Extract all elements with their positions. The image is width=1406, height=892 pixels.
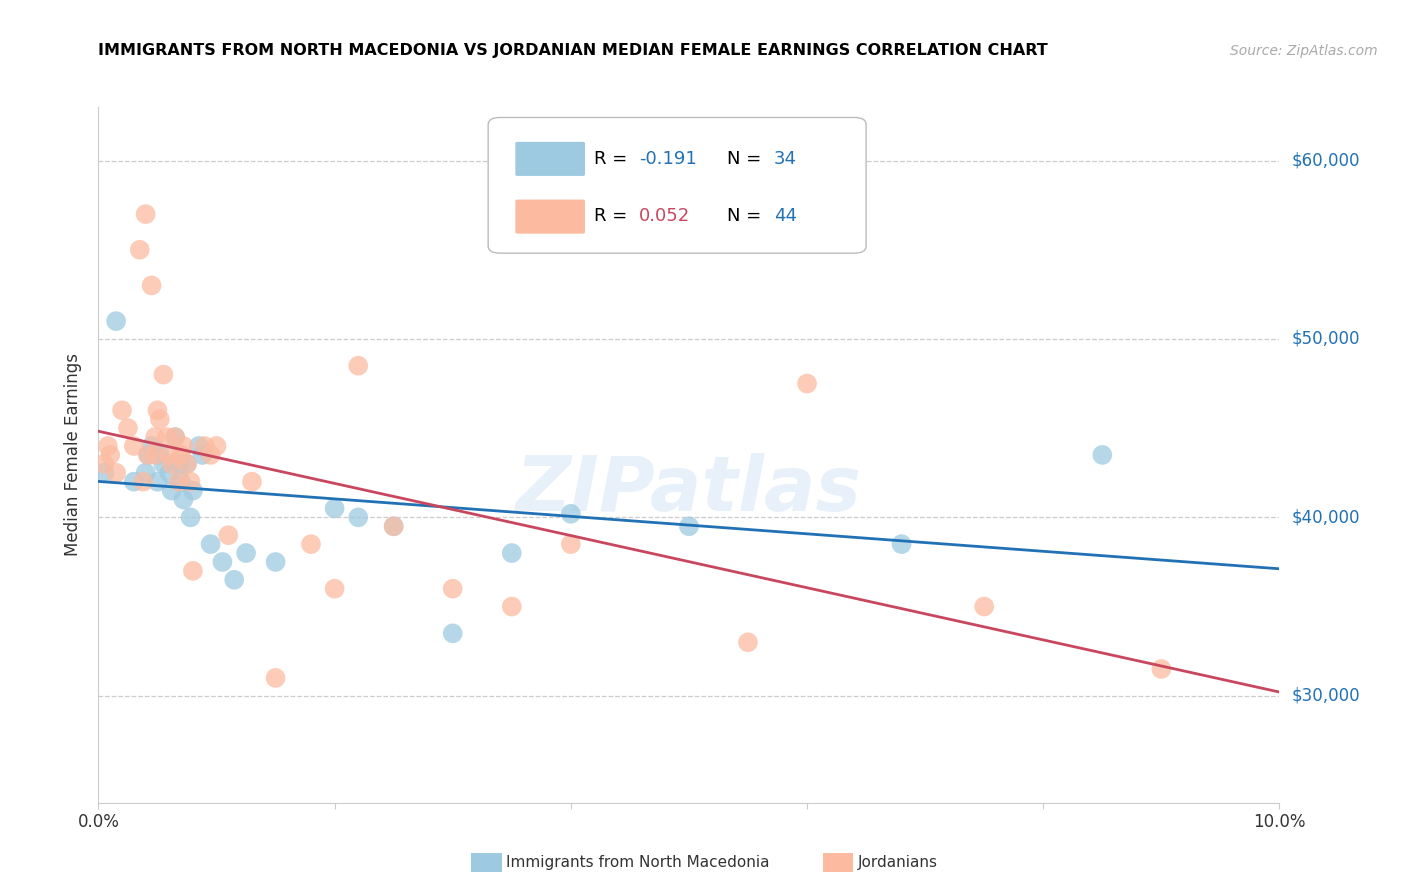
- Point: [105, 314, 128, 328]
- Point: [176, 457, 198, 471]
- Point: [973, 599, 995, 614]
- Text: ZIPatlas: ZIPatlas: [516, 453, 862, 526]
- Text: Immigrants from North Macedonia: Immigrants from North Macedonia: [506, 855, 769, 870]
- Point: [172, 492, 194, 507]
- FancyBboxPatch shape: [516, 142, 585, 176]
- Point: [157, 448, 180, 462]
- Text: N =: N =: [727, 207, 766, 226]
- Point: [382, 519, 405, 533]
- Point: [441, 582, 464, 596]
- Point: [128, 243, 150, 257]
- Text: 44: 44: [773, 207, 797, 226]
- Point: [224, 573, 246, 587]
- Point: [160, 483, 183, 498]
- Point: [501, 599, 523, 614]
- Point: [170, 475, 193, 489]
- FancyBboxPatch shape: [488, 118, 866, 253]
- Point: [170, 448, 193, 462]
- Text: 0.052: 0.052: [640, 207, 690, 226]
- Point: [180, 475, 202, 489]
- Text: Jordanians: Jordanians: [858, 855, 938, 870]
- Point: [323, 582, 346, 596]
- Point: [141, 278, 163, 293]
- Point: [135, 466, 157, 480]
- Point: [152, 457, 174, 471]
- Text: $30,000: $30,000: [1291, 687, 1360, 705]
- Point: [143, 430, 166, 444]
- Text: R =: R =: [595, 150, 634, 169]
- Point: [176, 457, 198, 471]
- Text: Source: ZipAtlas.com: Source: ZipAtlas.com: [1230, 44, 1378, 58]
- Point: [143, 448, 166, 462]
- Point: [122, 439, 145, 453]
- Point: [205, 439, 228, 453]
- Text: R =: R =: [595, 207, 634, 226]
- Point: [97, 439, 120, 453]
- Point: [93, 457, 115, 471]
- Point: [156, 430, 179, 444]
- Text: $50,000: $50,000: [1291, 330, 1360, 348]
- Point: [157, 466, 180, 480]
- Point: [111, 403, 134, 417]
- Point: [152, 368, 174, 382]
- Text: $40,000: $40,000: [1291, 508, 1360, 526]
- Point: [165, 430, 187, 444]
- Point: [678, 519, 700, 533]
- Point: [211, 555, 233, 569]
- Point: [264, 555, 287, 569]
- Point: [299, 537, 322, 551]
- Point: [180, 510, 202, 524]
- Point: [105, 466, 128, 480]
- Text: N =: N =: [727, 150, 766, 169]
- Point: [347, 359, 370, 373]
- Point: [796, 376, 818, 391]
- Point: [98, 448, 121, 462]
- Point: [187, 439, 209, 453]
- Point: [191, 448, 214, 462]
- Point: [149, 412, 172, 426]
- Y-axis label: Median Female Earnings: Median Female Earnings: [65, 353, 83, 557]
- Point: [135, 207, 157, 221]
- Point: [200, 448, 222, 462]
- Text: 34: 34: [773, 150, 797, 169]
- Point: [122, 475, 145, 489]
- Point: [136, 448, 159, 462]
- Point: [235, 546, 257, 560]
- Point: [1150, 662, 1173, 676]
- Point: [117, 421, 139, 435]
- Point: [240, 475, 263, 489]
- Point: [264, 671, 287, 685]
- Point: [141, 439, 163, 453]
- Point: [560, 507, 582, 521]
- Point: [167, 457, 190, 471]
- Point: [132, 475, 155, 489]
- Point: [217, 528, 239, 542]
- Text: IMMIGRANTS FROM NORTH MACEDONIA VS JORDANIAN MEDIAN FEMALE EARNINGS CORRELATION : IMMIGRANTS FROM NORTH MACEDONIA VS JORDA…: [98, 43, 1047, 58]
- Point: [136, 448, 159, 462]
- Point: [560, 537, 582, 551]
- Point: [200, 537, 222, 551]
- Point: [146, 403, 169, 417]
- Point: [167, 475, 190, 489]
- Point: [181, 483, 204, 498]
- Point: [93, 466, 115, 480]
- Point: [165, 430, 187, 444]
- Point: [737, 635, 759, 649]
- Point: [382, 519, 405, 533]
- Point: [441, 626, 464, 640]
- Point: [160, 457, 183, 471]
- FancyBboxPatch shape: [516, 200, 585, 234]
- Point: [347, 510, 370, 524]
- Point: [1091, 448, 1114, 462]
- Point: [194, 439, 217, 453]
- Point: [890, 537, 912, 551]
- Point: [181, 564, 204, 578]
- Point: [172, 439, 194, 453]
- Point: [501, 546, 523, 560]
- Point: [146, 475, 169, 489]
- Point: [323, 501, 346, 516]
- Point: [149, 448, 172, 462]
- Text: $60,000: $60,000: [1291, 152, 1360, 169]
- Text: -0.191: -0.191: [640, 150, 697, 169]
